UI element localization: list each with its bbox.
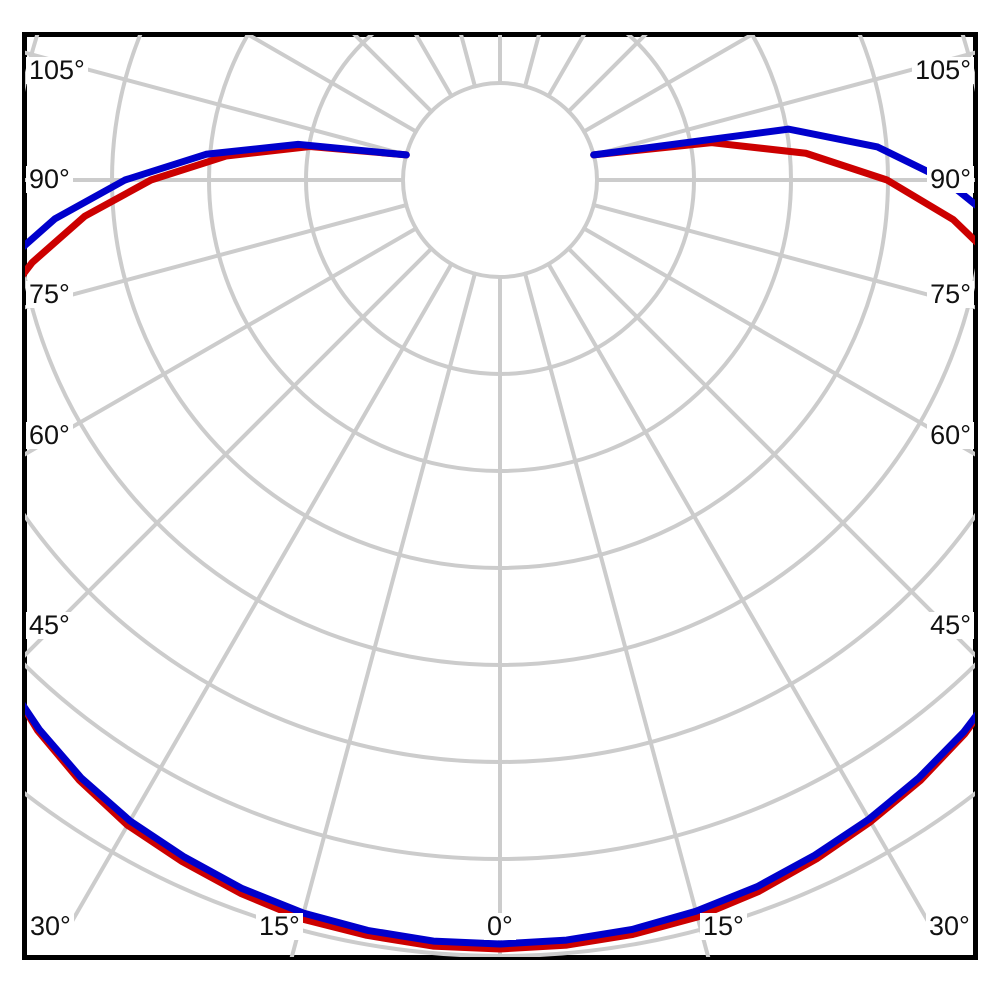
axis-label-bottom-0: 0° <box>484 913 516 940</box>
axis-label-left-105: 105° <box>26 57 88 84</box>
axis-label-bottom-15-right: 15° <box>700 913 747 940</box>
axis-label-right-45: 45° <box>927 612 974 639</box>
axis-label-right-105: 105° <box>912 57 974 84</box>
axis-label-bottom-30-left: 30° <box>27 913 74 940</box>
axis-label-left-60: 60° <box>26 422 73 449</box>
axis-label-right-60: 60° <box>927 422 974 449</box>
axis-label-left-90: 90° <box>26 166 73 193</box>
axis-label-bottom-30-right: 30° <box>926 913 973 940</box>
curve-c90-c270 <box>25 125 975 948</box>
axis-label-left-45: 45° <box>26 612 73 639</box>
axis-label-right-75: 75° <box>927 281 974 308</box>
axis-label-right-90: 90° <box>927 166 974 193</box>
axis-label-bottom-15-left: 15° <box>256 913 303 940</box>
curve-c0-c180 <box>25 139 975 953</box>
axis-label-left-75: 75° <box>26 281 73 308</box>
